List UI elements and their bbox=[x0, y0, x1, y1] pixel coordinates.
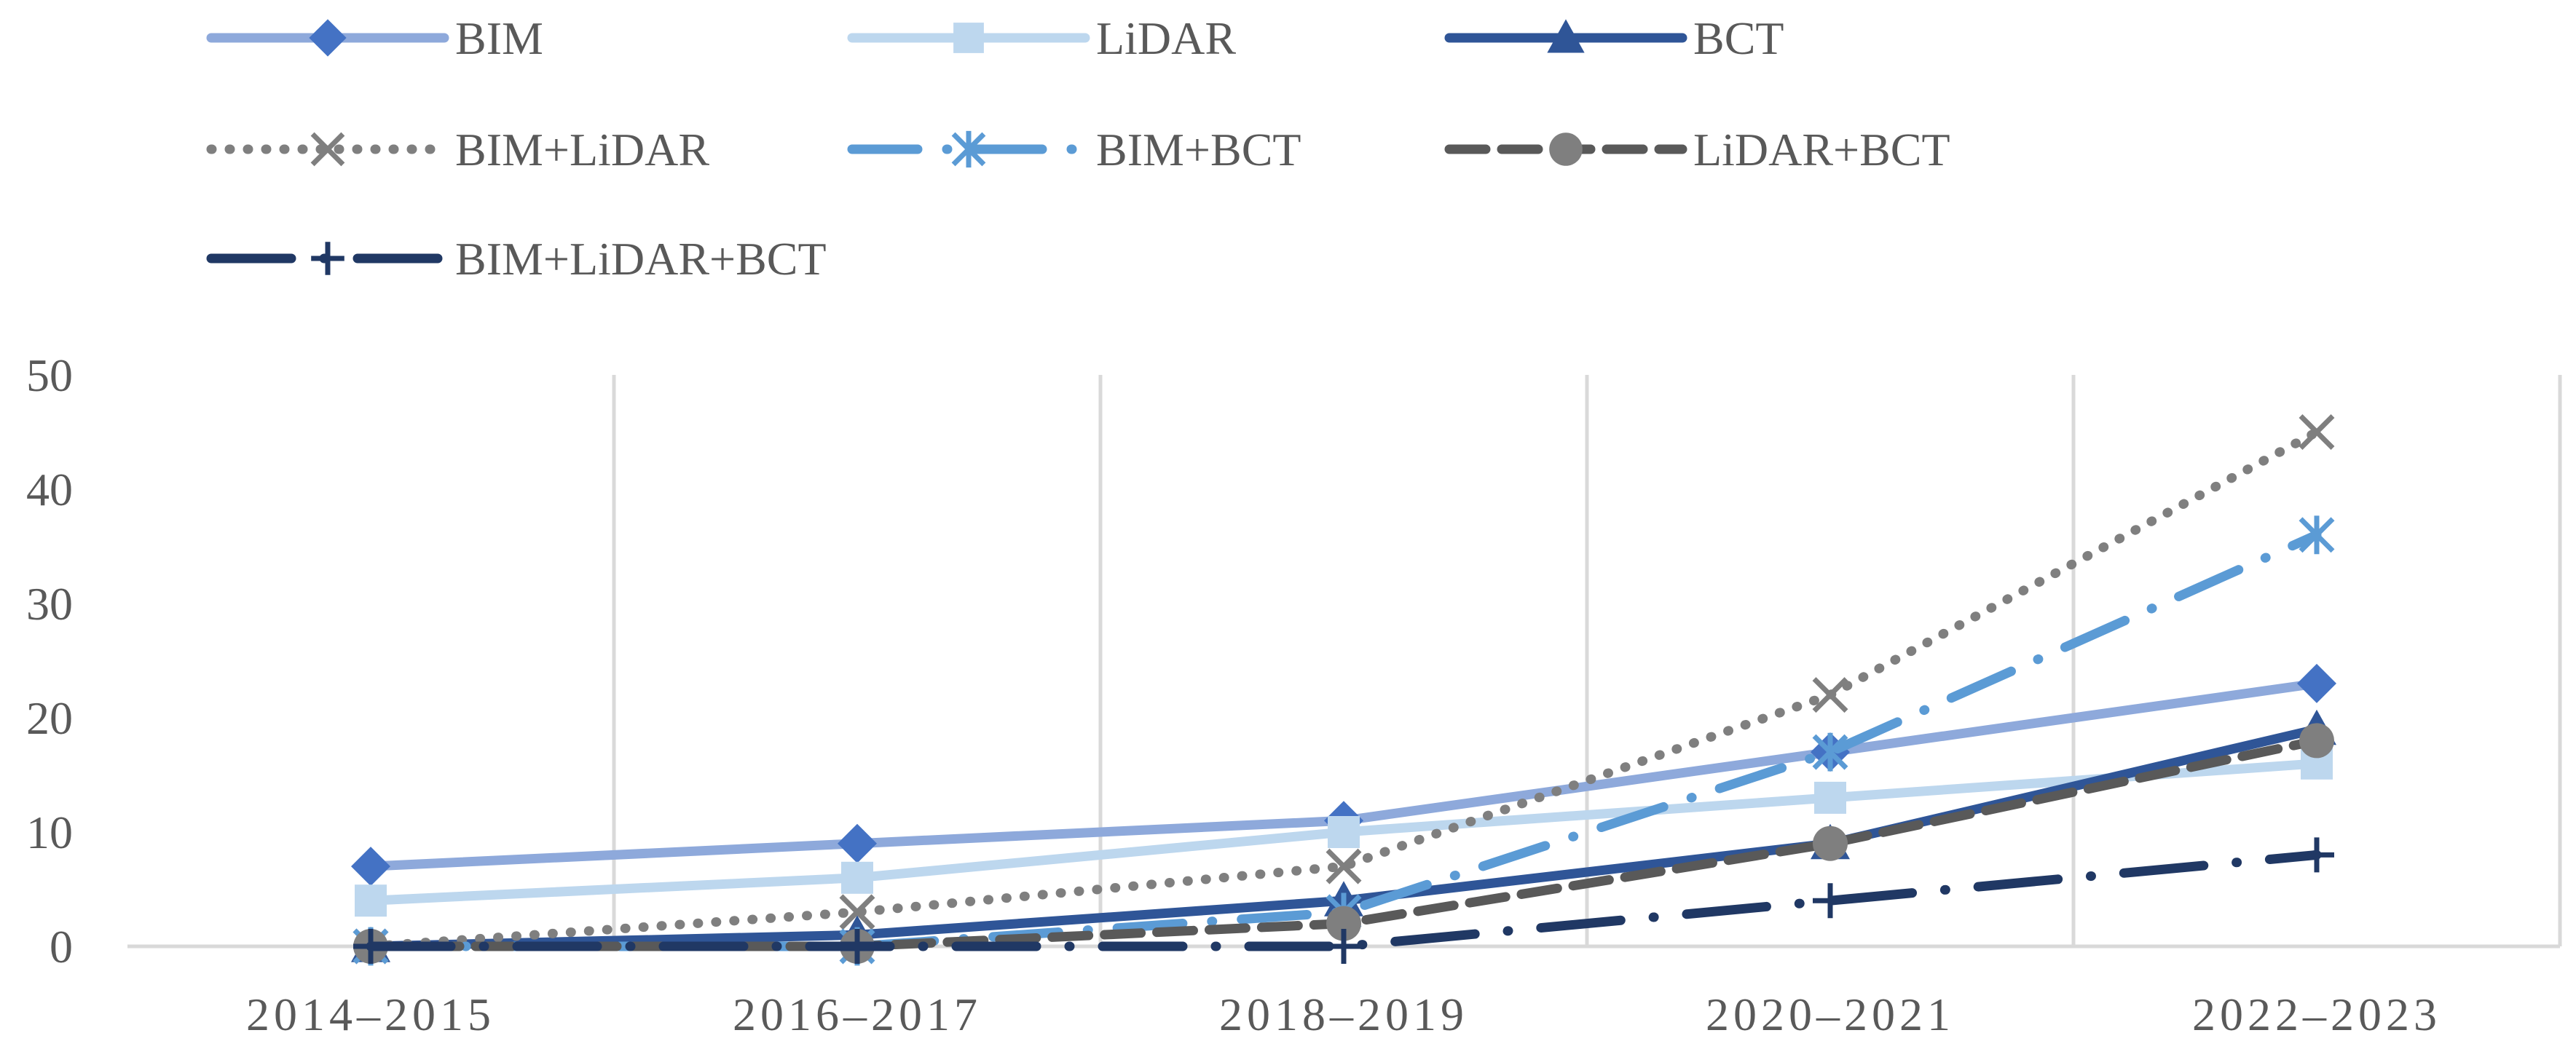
legend: BIM LiDAR BCT BIM+LiDAR BIM+BCT LiDAR+BCT BIM+… bbox=[206, 12, 1950, 285]
series-lines bbox=[351, 414, 2336, 966]
legend-marker-lidar bbox=[953, 23, 984, 53]
data-point-bim-lidar-2016-2017 bbox=[839, 894, 875, 930]
data-point-lidar-2018-2019 bbox=[1328, 816, 1360, 848]
legend-label-lidar: LiDAR bbox=[1096, 12, 1236, 64]
legend-entry-bim: BIM bbox=[206, 12, 543, 64]
data-point-lidar-2014-2015 bbox=[355, 884, 387, 917]
series-line-bim-lidar-bct bbox=[366, 850, 2322, 951]
series-bim-lidar-bct bbox=[353, 837, 2334, 964]
legend-marker-bim-lidar bbox=[310, 132, 345, 167]
data-point-bim-bct-2020-2021 bbox=[1812, 732, 1848, 772]
legend-marker-bim-lidar-bct bbox=[311, 242, 344, 275]
y-tick-label-20: 20 bbox=[26, 692, 73, 744]
data-point-bim-lidar-2020-2021 bbox=[1812, 677, 1848, 713]
data-point-bim-2016-2017 bbox=[838, 823, 877, 863]
data-point-bim-bct-2022-2023 bbox=[2299, 515, 2335, 555]
legend-entry-bct: BCT bbox=[1444, 12, 1784, 64]
data-point-bim-lidar-bct-2016-2017 bbox=[840, 929, 875, 964]
x-tick-label-2014-2015: 2014–2015 bbox=[246, 989, 495, 1040]
data-point-lidar-bct-2020-2021 bbox=[1813, 826, 1848, 861]
data-point-lidar-bct-2022-2023 bbox=[2299, 723, 2334, 759]
data-point-lidar-2020-2021 bbox=[1814, 781, 1846, 814]
legend-entry-lidar-bct: LiDAR+BCT bbox=[1444, 124, 1950, 175]
y-tick-label-10: 10 bbox=[26, 807, 73, 858]
x-tick-label-2018-2019: 2018–2019 bbox=[1219, 989, 1468, 1040]
legend-marker-bct bbox=[1547, 19, 1585, 53]
data-point-bim-lidar-bct-2022-2023 bbox=[2299, 837, 2334, 873]
data-point-lidar-2016-2017 bbox=[841, 861, 873, 894]
legend-marker-bim-bct bbox=[951, 130, 986, 168]
data-point-lidar-bct-2018-2019 bbox=[1326, 906, 1361, 941]
series-line-bim-bct bbox=[366, 530, 2322, 951]
series-bim bbox=[351, 663, 2336, 887]
legend-marker-bim bbox=[309, 19, 347, 57]
data-point-bim-lidar-2022-2023 bbox=[2299, 414, 2335, 450]
legend-label-bct: BCT bbox=[1693, 12, 1784, 64]
legend-entry-bim-lidar: BIM+LiDAR bbox=[206, 124, 709, 175]
x-tick-label-2020-2021: 2020–2021 bbox=[1706, 989, 1955, 1040]
legend-label-bim-bct: BIM+BCT bbox=[1096, 124, 1301, 175]
y-axis-tick-labels: 0 10 20 30 40 50 bbox=[26, 349, 73, 973]
data-point-bim-lidar-bct-2018-2019 bbox=[1326, 929, 1361, 964]
data-point-bim-2022-2023 bbox=[2297, 663, 2336, 703]
y-tick-label-30: 30 bbox=[26, 578, 73, 630]
legend-label-bim: BIM bbox=[455, 12, 543, 64]
legend-label-bim-lidar: BIM+LiDAR bbox=[455, 124, 709, 175]
data-point-bim-lidar-bct-2014-2015 bbox=[353, 929, 388, 964]
legend-entry-lidar: LiDAR bbox=[847, 12, 1236, 64]
x-tick-label-2016-2017: 2016–2017 bbox=[733, 989, 982, 1040]
legend-entry-bim-bct: BIM+BCT bbox=[847, 124, 1301, 175]
y-tick-label-0: 0 bbox=[50, 921, 73, 973]
series-line-bim-lidar bbox=[366, 427, 2322, 951]
y-tick-label-40: 40 bbox=[26, 464, 73, 515]
y-tick-label-50: 50 bbox=[26, 349, 73, 401]
legend-marker-lidar-bct bbox=[1549, 132, 1583, 166]
legend-label-lidar-bct: LiDAR+BCT bbox=[1693, 124, 1950, 175]
x-tick-label-2022-2023: 2022–2023 bbox=[2192, 989, 2441, 1040]
x-axis-tick-labels: 2014–2015 2016–2017 2018–2019 2020–2021 2022… bbox=[246, 989, 2441, 1040]
legend-entry-bim-lidar-bct: BIM+LiDAR+BCT bbox=[206, 233, 827, 285]
legend-label-bim-lidar-bct: BIM+LiDAR+BCT bbox=[455, 233, 827, 285]
data-point-bim-2014-2015 bbox=[351, 847, 390, 887]
data-point-bim-lidar-bct-2020-2021 bbox=[1813, 883, 1848, 919]
data-point-bim-lidar-2018-2019 bbox=[1326, 848, 1362, 884]
